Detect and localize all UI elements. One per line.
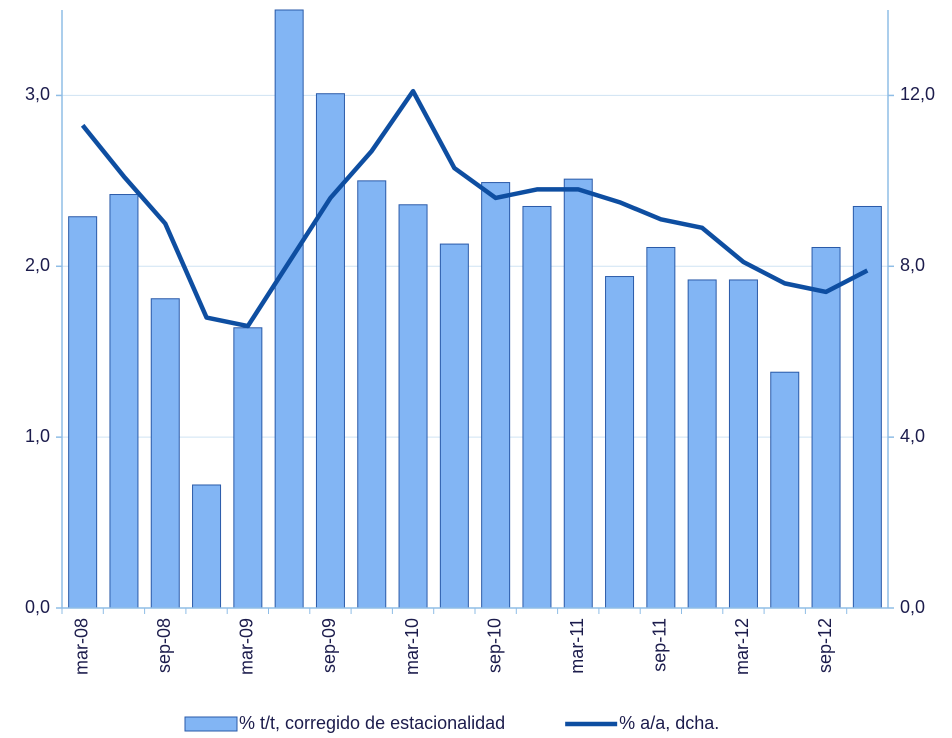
bar [398,204,428,609]
bar [315,93,345,609]
x-tick-label: sep-08 [154,618,174,673]
bar [192,484,222,609]
legend-swatch [184,716,238,732]
x-tick-label: mar-08 [71,618,91,675]
y-tick-label: 1,0 [25,426,50,446]
bar [68,216,98,609]
bar [687,279,717,609]
y2-tick-label: 0,0 [900,597,925,617]
legend-label: % a/a, dcha. [619,713,719,733]
bar [357,180,387,609]
y2-tick-label: 8,0 [900,255,925,275]
y2-tick-label: 4,0 [900,426,925,446]
bar [233,327,263,609]
bar [605,276,635,609]
y2-tick-label: 12,0 [900,84,935,104]
bar [522,205,552,609]
x-tick-label: sep-09 [319,618,339,673]
bar [728,279,758,609]
bar [439,243,469,609]
y-tick-label: 0,0 [25,597,50,617]
bar [150,298,180,609]
x-tick-label: mar-10 [402,618,422,675]
bar [852,205,882,609]
x-tick-label: sep-10 [484,618,504,673]
legend-label: % t/t, corregido de estacionalidad [239,713,505,733]
bar [109,194,139,609]
x-tick-label: sep-11 [650,618,670,672]
bar [274,9,304,609]
x-tick-label: sep-12 [815,618,835,673]
bar [770,371,800,609]
y-tick-label: 3,0 [25,84,50,104]
bar [481,182,511,609]
bar [646,246,676,609]
x-tick-label: mar-12 [732,618,752,675]
bar [563,178,593,609]
y-tick-label: 2,0 [25,255,50,275]
line [80,88,869,329]
x-tick-label: mar-11 [567,618,587,674]
x-tick-label: mar-09 [237,618,257,675]
bar [811,246,841,609]
